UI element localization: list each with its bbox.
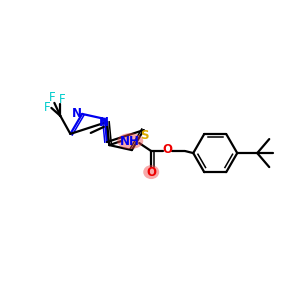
Ellipse shape: [143, 165, 159, 179]
Text: F: F: [59, 93, 66, 106]
Text: O: O: [146, 166, 156, 178]
Text: F: F: [44, 101, 51, 114]
Text: F: F: [49, 92, 56, 104]
Text: N: N: [72, 107, 82, 120]
Text: O: O: [162, 142, 172, 156]
Text: NH: NH: [120, 135, 140, 148]
Ellipse shape: [117, 133, 143, 149]
Text: N: N: [99, 116, 109, 129]
Text: S: S: [140, 129, 149, 142]
